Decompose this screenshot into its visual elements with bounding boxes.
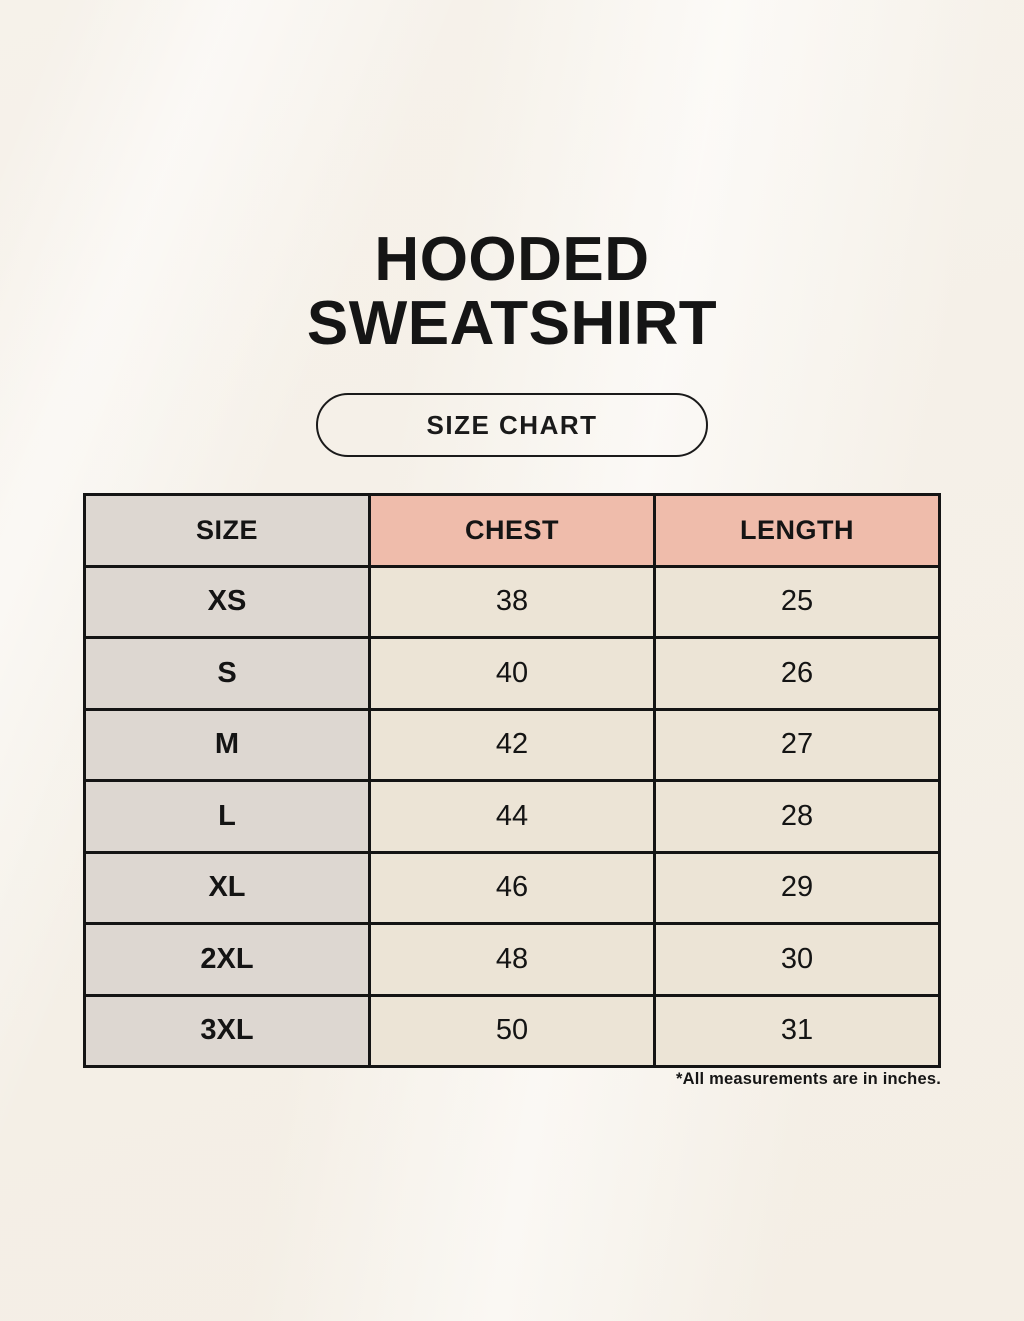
page-title-line2: SWEATSHIRT bbox=[306, 289, 718, 359]
length-cell: 26 bbox=[653, 636, 941, 711]
table-row: XL 46 29 bbox=[83, 850, 941, 925]
column-header-chest: CHEST bbox=[368, 493, 656, 568]
chest-cell: 44 bbox=[368, 779, 656, 854]
length-cell: 25 bbox=[653, 564, 941, 639]
chest-cell: 38 bbox=[368, 564, 656, 639]
column-header-size: SIZE bbox=[83, 493, 371, 568]
length-cell: 30 bbox=[653, 922, 941, 997]
length-cell: 28 bbox=[653, 779, 941, 854]
size-cell: L bbox=[83, 779, 371, 854]
measurements-footnote: *All measurements are in inches. bbox=[675, 1070, 941, 1088]
size-cell: 2XL bbox=[83, 922, 371, 997]
chest-cell: 50 bbox=[368, 993, 656, 1068]
table-row: 3XL 50 31 bbox=[83, 993, 941, 1068]
table-row: S 40 26 bbox=[83, 636, 941, 711]
chest-cell: 46 bbox=[368, 850, 656, 925]
size-chart-badge-label: SIZE CHART bbox=[426, 409, 598, 440]
size-cell: XL bbox=[83, 850, 371, 925]
size-chart-badge[interactable]: SIZE CHART bbox=[316, 393, 708, 457]
length-cell: 29 bbox=[653, 850, 941, 925]
chest-cell: 48 bbox=[368, 922, 656, 997]
length-cell: 27 bbox=[653, 707, 941, 782]
table-row: XS 38 25 bbox=[83, 564, 941, 639]
chest-cell: 40 bbox=[368, 636, 656, 711]
length-cell: 31 bbox=[653, 993, 941, 1068]
table-row: M 42 27 bbox=[83, 707, 941, 782]
table-row: 2XL 48 30 bbox=[83, 922, 941, 997]
table-header-row: SIZE CHEST LENGTH bbox=[83, 493, 941, 568]
table-row: L 44 28 bbox=[83, 779, 941, 854]
column-header-length: LENGTH bbox=[653, 493, 941, 568]
size-table: SIZE CHEST LENGTH XS 38 25 S 40 26 M 42 … bbox=[83, 493, 941, 1068]
page-title: HOODED SWEATSHIRT bbox=[0, 225, 1024, 359]
chest-cell: 42 bbox=[368, 707, 656, 782]
size-cell: S bbox=[83, 636, 371, 711]
size-cell: M bbox=[83, 707, 371, 782]
page-title-line1: HOODED bbox=[374, 225, 650, 294]
size-cell: 3XL bbox=[83, 993, 371, 1068]
size-cell: XS bbox=[83, 564, 371, 639]
